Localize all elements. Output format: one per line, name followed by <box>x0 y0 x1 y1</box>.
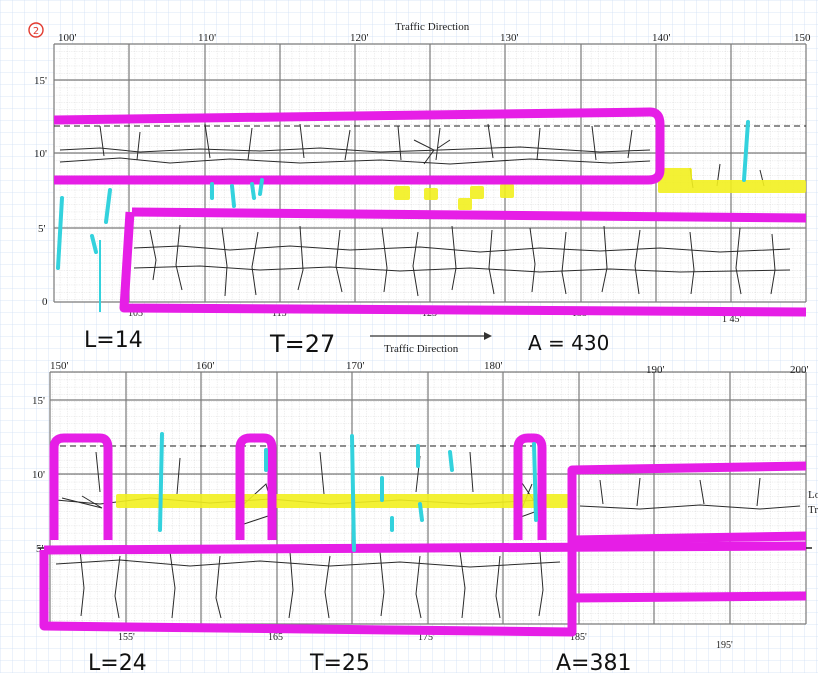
y-label: 10' <box>34 148 47 160</box>
y-label: 0 <box>42 296 48 308</box>
station-label: 165 <box>268 632 283 643</box>
side-text: Lo <box>808 489 818 501</box>
cyan-marks <box>56 120 750 270</box>
station-label: 155' <box>118 632 135 643</box>
station-label: 185' <box>570 632 587 643</box>
station-label: 160' <box>196 360 215 372</box>
cyan-marks <box>158 432 538 552</box>
station-label: 110' <box>198 32 216 44</box>
length-note: L=14 <box>84 328 143 353</box>
yellow-highlights <box>116 494 572 508</box>
traffic-direction-label: Traffic Direction <box>384 343 459 355</box>
y-label: 10' <box>32 469 45 481</box>
y-label: 15' <box>34 75 47 87</box>
station-label: 200' <box>790 364 809 376</box>
station-label: 120' <box>350 32 369 44</box>
yellow-highlights <box>394 168 806 210</box>
magenta-lane-boxes <box>53 107 807 317</box>
station-label: 180' <box>484 360 503 372</box>
top-distress-map: 100' 110' 120' 130' 140' 150 Traffic Dir… <box>34 21 811 358</box>
station-label: 115' <box>272 308 289 319</box>
length-note: L=24 <box>88 651 147 673</box>
y-label: 5' <box>38 223 46 235</box>
transverse-note: T=25 <box>309 651 370 673</box>
bottom-distress-map: 150' 160' 170' 180' 190' 200' 15' 10' 5'… <box>32 360 818 673</box>
area-note: A = 430 <box>528 331 609 355</box>
station-label: 100' <box>58 32 77 44</box>
transverse-note: T=27 <box>269 330 335 358</box>
station-label: 190' <box>646 364 665 376</box>
station-label: 105 <box>128 308 143 319</box>
svg-text:2: 2 <box>33 26 39 37</box>
y-label: 5' <box>36 543 44 555</box>
page-marker: 2 <box>28 22 44 38</box>
traffic-direction-arrow: Traffic Direction <box>370 332 492 355</box>
y-label: 15' <box>32 395 45 407</box>
traffic-direction-title: Traffic Direction <box>395 21 470 33</box>
station-label: 150' <box>50 360 69 372</box>
station-label: 150 <box>794 32 811 44</box>
station-label: 175' <box>418 632 435 643</box>
station-label: 170' <box>346 360 365 372</box>
magenta-lane-boxes <box>39 433 807 637</box>
station-label: 195' <box>716 640 733 651</box>
station-label: 1 45' <box>722 314 742 325</box>
crack-lines <box>59 123 791 297</box>
area-note: A=381 <box>556 651 631 673</box>
side-text: Tr <box>808 504 818 516</box>
station-label: 140' <box>652 32 671 44</box>
station-label: 130' <box>500 32 519 44</box>
